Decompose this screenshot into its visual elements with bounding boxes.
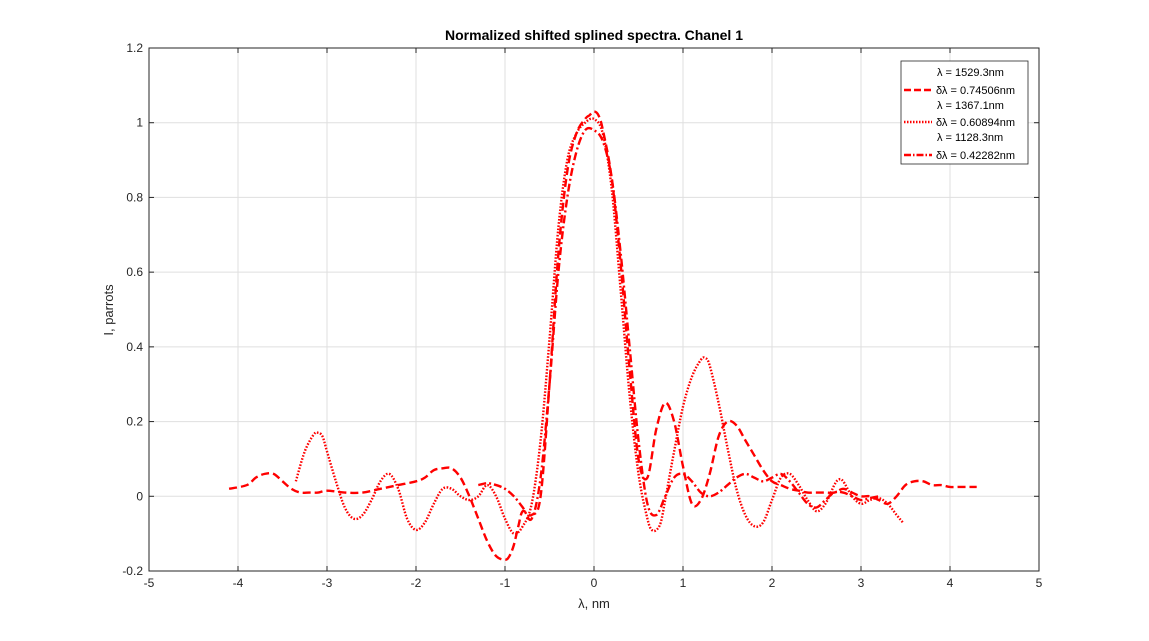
- legend-entry-3: λ = 1128.3nm δλ = 0.42282nm: [904, 132, 1015, 162]
- y-tick-label: 0.6: [126, 265, 143, 279]
- legend[interactable]: λ = 1529.3nm δλ = 0.74506nm λ = 1367.1nm…: [900, 60, 1029, 165]
- series-line-1: [228, 110, 977, 561]
- x-tick-label: -3: [322, 576, 333, 590]
- x-axis-label: λ, nm: [578, 596, 610, 611]
- legend-entry-2: λ = 1367.1nm δλ = 0.60894nm: [904, 100, 1015, 129]
- legend-entry-3-line1: λ = 1128.3nm: [937, 132, 1003, 144]
- x-tick-label: -5: [144, 576, 155, 590]
- y-tick-label: 1.2: [126, 41, 143, 55]
- ticks: -5 -4 -3 -2 -1 0 1 2 3 4 5 -0.2 0 0.2 0.4 0.6 0.8 1 1.2: [122, 41, 1042, 590]
- y-tick-label: 0.4: [126, 340, 143, 354]
- x-tick-label: -1: [500, 576, 511, 590]
- x-tick-label: 1: [680, 576, 687, 590]
- x-tick-label: 5: [1036, 576, 1043, 590]
- x-tick-label: 2: [769, 576, 776, 590]
- x-tick-label: -4: [233, 576, 244, 590]
- series-line-2: [294, 117, 904, 536]
- y-axis-label: I, parrots: [101, 284, 116, 336]
- x-tick-label: -2: [411, 576, 422, 590]
- series-layer: [228, 110, 977, 561]
- y-tick-label: -0.2: [122, 564, 143, 578]
- x-tick-label: 3: [858, 576, 865, 590]
- legend-entry-1-line1: λ = 1529.3nm: [937, 67, 1004, 79]
- legend-entry-2-line2: δλ = 0.60894nm: [936, 117, 1015, 129]
- y-tick-label: 0.2: [126, 415, 143, 429]
- y-tick-label: 0.8: [126, 190, 143, 204]
- y-tick-label: 0: [136, 489, 143, 503]
- series-line-3: [478, 126, 880, 522]
- legend-entry-2-line1: λ = 1367.1nm: [937, 100, 1004, 112]
- x-tick-label: 4: [947, 576, 954, 590]
- chart-title: Normalized shifted splined spectra. Chan…: [445, 27, 743, 43]
- legend-entry-1-line2: δλ = 0.74506nm: [936, 85, 1015, 97]
- x-tick-label: 0: [591, 576, 598, 590]
- legend-entry-1: λ = 1529.3nm δλ = 0.74506nm: [904, 67, 1015, 97]
- legend-entry-3-line2: δλ = 0.42282nm: [936, 150, 1015, 162]
- y-tick-label: 1: [136, 116, 143, 130]
- legend-box: [900, 60, 1029, 165]
